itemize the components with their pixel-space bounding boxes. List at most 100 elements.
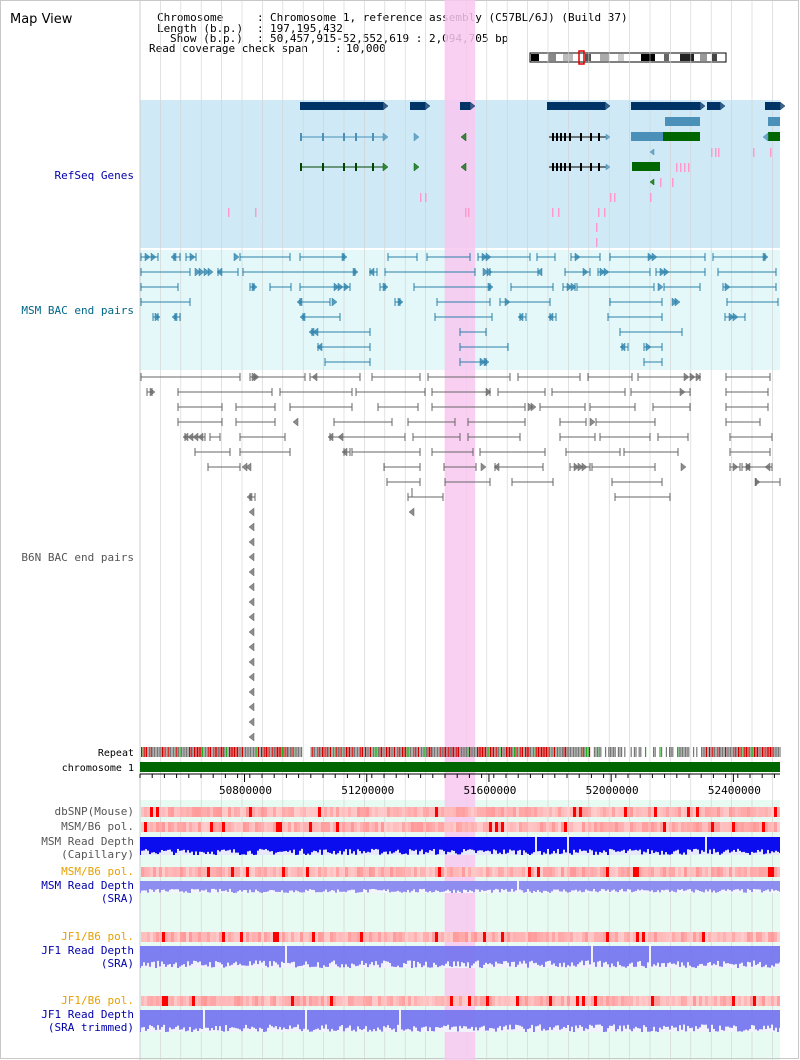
signal-heat-cell (753, 822, 756, 832)
signal-heat-cell (756, 932, 759, 942)
signal-depth-gap (195, 1028, 197, 1032)
signal-depth-gap (659, 892, 661, 893)
signal-heat-cell (444, 996, 447, 1006)
repeat-element (377, 747, 379, 757)
repeat-element (560, 747, 562, 757)
chromosome-ideogram[interactable] (529, 50, 727, 65)
signal-heat-cell (744, 807, 747, 817)
signal-heat-cell (594, 822, 597, 832)
signal-depth-gap (205, 889, 207, 893)
msm-bac-end-arrow (233, 252, 240, 262)
signal-depth-gap (675, 850, 677, 855)
signal-heat-cell (489, 867, 492, 877)
repeat-element (755, 747, 757, 757)
signal-depth-gap (729, 963, 731, 968)
signal-depth-gap (713, 890, 715, 893)
signal-depth-gap (435, 1027, 437, 1032)
signal-depth-gap (737, 1031, 739, 1032)
signal-heat-cell (408, 932, 411, 942)
signal-depth-gap (203, 890, 205, 893)
signal-depth-gap (171, 1029, 173, 1032)
signal-heat-cell (345, 996, 348, 1006)
signal-depth-gap (603, 850, 605, 855)
signal-depth-gap (335, 1030, 337, 1032)
signal-heat-cell (177, 822, 180, 832)
refseq-minor-feature (753, 148, 755, 157)
header-value-length: 197,195,432 (270, 22, 343, 35)
msm-bac-end-pairs-label[interactable]: MSM BAC end pairs (21, 304, 134, 317)
signal-depth-gap (445, 854, 447, 855)
b6n-bac-end-arrow (248, 717, 255, 727)
repeat-element (533, 747, 535, 757)
b6n-bac-end-pairs-track[interactable] (140, 372, 781, 742)
signal-heat-cell (738, 807, 741, 817)
signal-depth-gap (557, 1025, 559, 1032)
signal-heat-cell (393, 867, 396, 877)
signal-depth-gap (443, 965, 445, 968)
signal-heat-cell (426, 822, 429, 832)
signal-depth-gap (653, 1026, 655, 1032)
signal-depth-gap (531, 960, 533, 968)
signal-heat-cell (336, 867, 339, 877)
signal-heat-cell (636, 932, 639, 942)
signal-heat-cell (267, 867, 270, 877)
signal-heat-cell (234, 996, 237, 1006)
signal-heat-cell (234, 807, 237, 817)
signal-heat-cell (705, 822, 708, 832)
signal-depth-gap (681, 1029, 683, 1032)
signal-depth-gap (285, 943, 287, 968)
repeat-element (725, 747, 727, 757)
signal-depth-gap (149, 889, 151, 893)
refseq-genes-track[interactable] (228, 101, 786, 247)
repeat-element (736, 747, 738, 757)
signal-heat-cell (414, 932, 417, 942)
signal-heat-cell (555, 932, 558, 942)
refseq-minor-feature (598, 208, 600, 217)
signal-heat-cell (459, 822, 462, 832)
signal-heat-cell (528, 807, 531, 817)
signal-heat-cell (396, 996, 399, 1006)
signal-depth-gap (343, 1031, 345, 1032)
signal-heat-cell (192, 807, 195, 817)
repeat-element (424, 747, 426, 757)
repeat-element (589, 747, 591, 757)
signal-depth-gap (501, 888, 503, 893)
signal-depth-gap (195, 889, 197, 893)
signal-heat-cell (777, 867, 780, 877)
signal-depth-gap (327, 852, 329, 855)
b6n-bac-end-pairs-label[interactable]: B6N BAC end pairs (21, 551, 134, 564)
signal-depth-gap (513, 891, 515, 893)
repeat-element (472, 747, 474, 757)
transcript-exon (343, 133, 345, 141)
repeat-element (142, 747, 144, 757)
msm-bac-end-arrow (724, 282, 731, 292)
signal-depth-gap (375, 848, 377, 855)
repeat-element (361, 747, 363, 757)
signal-heat-cell (651, 996, 654, 1006)
signal-heat-cell (309, 932, 312, 942)
repeat-element (733, 747, 735, 757)
signal-heat-cell (777, 807, 780, 817)
signal-heat-cell (186, 996, 189, 1006)
signal-heat-cell (156, 822, 159, 832)
repeat-element (241, 747, 243, 757)
signal-heat-cell (381, 807, 384, 817)
signal-depth-gap (615, 851, 617, 855)
signal-depth-gap (473, 850, 475, 855)
refseq-genes-label[interactable]: RefSeq Genes (55, 169, 134, 182)
signal-depth-gap (169, 849, 171, 855)
signal-heat-cell (444, 867, 447, 877)
signal-depth-gap (567, 965, 569, 968)
b6n-bac-end-arrow (248, 657, 255, 667)
signal-depth-gap (159, 852, 161, 855)
msm-bac-end-arrow (150, 252, 157, 262)
signal-depth-gap (615, 891, 617, 893)
msm-bac-end-pairs-track[interactable] (140, 252, 779, 367)
signal-depth-gap (327, 966, 329, 968)
signal-heat-cell (684, 932, 687, 942)
signal-heat-cell (141, 807, 144, 817)
signal-depth-gap (425, 852, 427, 855)
signal-depth-gap (465, 1026, 467, 1032)
signal-heat-cell (699, 822, 702, 832)
signal-depth-gap (591, 1025, 593, 1032)
